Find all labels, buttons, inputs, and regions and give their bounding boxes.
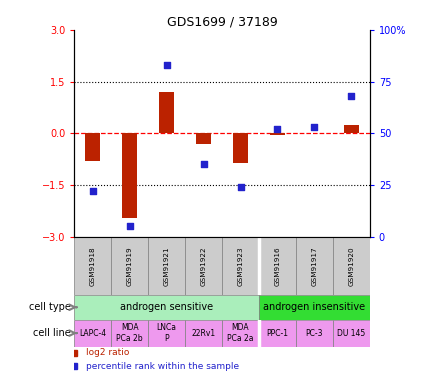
Bar — [333, 320, 370, 347]
Bar — [333, 237, 370, 295]
Text: PC-3: PC-3 — [306, 328, 323, 338]
Text: androgen insensitive: androgen insensitive — [264, 302, 366, 312]
Title: GDS1699 / 37189: GDS1699 / 37189 — [167, 16, 278, 29]
Text: GSM91916: GSM91916 — [275, 246, 280, 286]
Bar — [259, 320, 296, 347]
Text: GSM91923: GSM91923 — [238, 246, 244, 286]
Bar — [222, 320, 259, 347]
Text: GSM91917: GSM91917 — [312, 246, 317, 286]
Point — [274, 126, 281, 132]
Text: GSM91921: GSM91921 — [164, 246, 170, 286]
Bar — [344, 125, 359, 134]
Bar — [122, 134, 137, 218]
Bar — [233, 134, 248, 163]
Bar — [111, 320, 148, 347]
Bar — [148, 320, 185, 347]
Bar — [296, 320, 333, 347]
Text: log2 ratio: log2 ratio — [86, 348, 130, 357]
Text: GSM91918: GSM91918 — [90, 246, 96, 286]
Bar — [196, 134, 211, 144]
Text: cell type: cell type — [28, 302, 74, 312]
Point — [237, 184, 244, 190]
Text: GSM91919: GSM91919 — [127, 246, 133, 286]
Bar — [148, 237, 185, 295]
Bar — [296, 237, 333, 295]
Text: DU 145: DU 145 — [337, 328, 366, 338]
Point — [126, 224, 133, 230]
Bar — [85, 134, 100, 161]
Text: MDA
PCa 2b: MDA PCa 2b — [116, 323, 143, 343]
Text: cell line: cell line — [33, 328, 74, 338]
Point — [89, 188, 96, 194]
Bar — [222, 237, 259, 295]
Bar — [74, 237, 111, 295]
Bar — [270, 134, 285, 135]
Text: PPC-1: PPC-1 — [266, 328, 289, 338]
Bar — [159, 92, 174, 134]
Bar — [185, 237, 222, 295]
Text: androgen sensitive: androgen sensitive — [120, 302, 213, 312]
Text: GSM91920: GSM91920 — [348, 246, 354, 286]
Text: MDA
PCa 2a: MDA PCa 2a — [227, 323, 254, 343]
Text: percentile rank within the sample: percentile rank within the sample — [86, 362, 239, 371]
Bar — [185, 320, 222, 347]
Point — [200, 161, 207, 167]
Text: GSM91922: GSM91922 — [201, 246, 207, 286]
Bar — [111, 237, 148, 295]
Point — [163, 62, 170, 68]
Text: LNCa
P: LNCa P — [157, 323, 177, 343]
Point — [311, 124, 318, 130]
Text: 22Rv1: 22Rv1 — [192, 328, 215, 338]
Bar — [259, 237, 296, 295]
Point — [348, 93, 355, 99]
Text: LAPC-4: LAPC-4 — [79, 328, 106, 338]
Bar — [259, 295, 370, 320]
Bar — [74, 320, 111, 347]
Bar — [74, 295, 259, 320]
